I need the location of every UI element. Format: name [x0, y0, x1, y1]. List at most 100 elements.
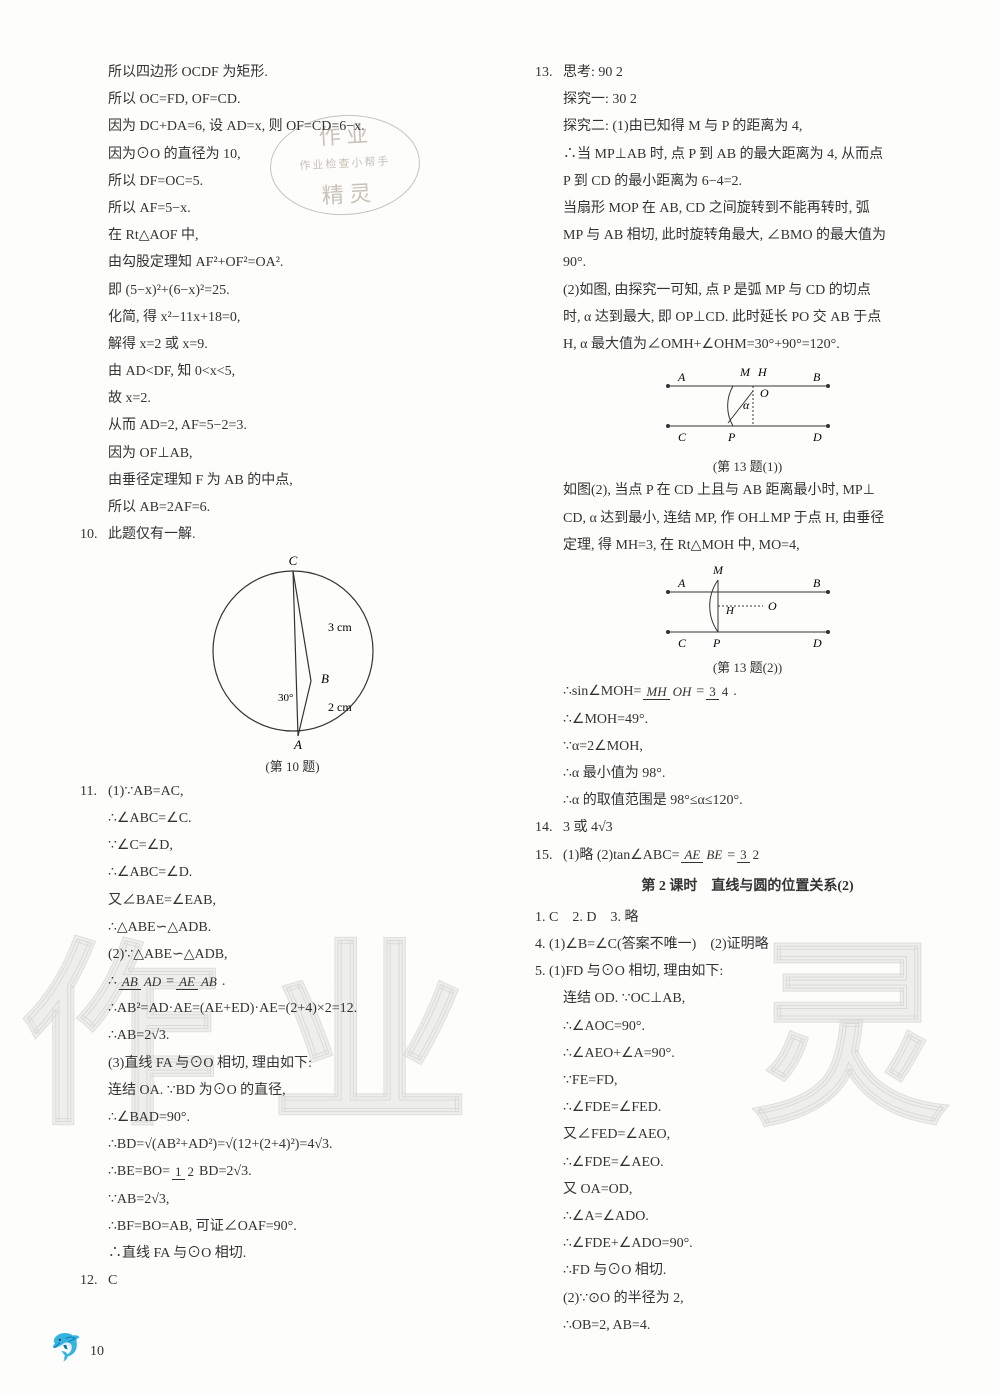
- text-line: ∴∠ABC=∠D.: [80, 860, 505, 885]
- text-line: (2)如图, 由探究一可知, 点 P 是弧 MP 与 CD 的切点: [535, 278, 960, 303]
- figure-13-2-caption: (第 13 题(2)): [535, 656, 960, 679]
- text-line: ∴BE=BO=12BD=2√3.: [80, 1159, 505, 1184]
- text-line: 如图(2), 当点 P 在 CD 上且与 AB 距离最小时, MP⊥: [535, 478, 960, 503]
- text-line: ∴∠FDE=∠AEO.: [535, 1150, 960, 1175]
- figure-10-circle: C B A 3 cm 2 cm 30°: [193, 551, 393, 751]
- text-line: (3)直线 FA 与⊙O 相切, 理由如下:: [80, 1051, 505, 1076]
- text-line: 由勾股定理知 AF²+OF²=OA².: [80, 250, 505, 275]
- svg-text:A: A: [293, 737, 302, 751]
- svg-text:α: α: [743, 398, 750, 412]
- figure-10-caption: (第 10 题): [80, 755, 505, 778]
- text-line: 故 x=2.: [80, 386, 505, 411]
- svg-text:30°: 30°: [278, 692, 293, 704]
- text-line: ∴BF=BO=AB, 可证∠OAF=90°.: [80, 1214, 505, 1239]
- svg-text:H: H: [757, 365, 768, 379]
- svg-text:B: B: [813, 576, 821, 590]
- text-line: ∴ABAD=AEAB.: [80, 969, 505, 994]
- problem-15: 15. (1)略 (2)tan∠ABC=AEBE=32: [535, 843, 960, 868]
- text-line: 1. C 2. D 3. 略: [535, 905, 960, 930]
- svg-text:D: D: [812, 636, 822, 650]
- svg-text:O: O: [760, 386, 769, 400]
- problem-11: 11. (1)∵AB=AC,: [80, 779, 505, 804]
- svg-text:P: P: [712, 636, 721, 650]
- text: 思考: 90 2: [563, 60, 623, 85]
- text-line: (2)∵⊙O 的半径为 2,: [535, 1286, 960, 1311]
- text: 此题仅有一解.: [108, 522, 196, 547]
- svg-text:M: M: [739, 365, 751, 379]
- text-line: 所以 OC=FD, OF=CD.: [80, 87, 505, 112]
- text-line: ∴FD 与⊙O 相切.: [535, 1258, 960, 1283]
- text-line: ∴∠ABC=∠C.: [80, 806, 505, 831]
- text-line: 又∠FED=∠AEO,: [535, 1122, 960, 1147]
- svg-text:O: O: [768, 599, 777, 613]
- text-line: 由垂径定理知 F 为 AB 的中点,: [80, 468, 505, 493]
- dolphin-icon: 🐬: [50, 1325, 82, 1372]
- text-line: ∵α=2∠MOH,: [535, 734, 960, 759]
- problem-10: 10. 此题仅有一解.: [80, 522, 505, 547]
- svg-text:B: B: [813, 370, 821, 384]
- text-line: ∵AB=2√3,: [80, 1187, 505, 1212]
- svg-text:C: C: [678, 430, 687, 444]
- text: (1)∵AB=AC,: [108, 779, 184, 804]
- figure-13-2: A B C D M H O P: [648, 562, 848, 652]
- text-line: ∴∠FDE=∠FED.: [535, 1095, 960, 1120]
- svg-text:H: H: [725, 605, 735, 617]
- text-line: 5. (1)FD 与⊙O 相切, 理由如下:: [535, 959, 960, 984]
- text-line: 又∠BAE=∠EAB,: [80, 888, 505, 913]
- svg-text:2 cm: 2 cm: [328, 700, 352, 714]
- svg-text:B: B: [321, 671, 329, 686]
- text-line: 所以四边形 OCDF 为矩形.: [80, 60, 505, 85]
- problem-14: 14. 3 或 4√3: [535, 815, 960, 840]
- page-content: 所以四边形 OCDF 为矩形. 所以 OC=FD, OF=CD. 因为 DC+D…: [0, 0, 1000, 1380]
- text-line: 因为 DC+DA=6, 设 AD=x, 则 OF=CD=6−x.: [80, 114, 505, 139]
- text: (1)略 (2)tan∠ABC=AEBE=32: [563, 843, 764, 868]
- text-line: 化简, 得 x²−11x+18=0,: [80, 305, 505, 330]
- problem-13: 13. 思考: 90 2: [535, 60, 960, 85]
- text-line: 探究一: 30 2: [535, 87, 960, 112]
- text-line: ∴∠AOC=90°.: [535, 1014, 960, 1039]
- svg-text:A: A: [677, 370, 686, 384]
- text-line: 因为⊙O 的直径为 10,: [80, 142, 505, 167]
- text-line: P 到 CD 的最小距离为 6−4=2.: [535, 169, 960, 194]
- text-line: 当扇形 MOP 在 AB, CD 之间旋转到不能再转时, 弧: [535, 196, 960, 221]
- text-line: ∴∠FDE+∠ADO=90°.: [535, 1231, 960, 1256]
- text-line: 时, α 达到最大, 即 OP⊥CD. 此时延长 PO 交 AB 于点: [535, 305, 960, 330]
- svg-text:P: P: [727, 430, 736, 444]
- text-line: 从而 AD=2, AF=5−2=3.: [80, 413, 505, 438]
- left-column: 所以四边形 OCDF 为矩形. 所以 OC=FD, OF=CD. 因为 DC+D…: [80, 60, 505, 1340]
- text-line: ∴直线 FA 与⊙O 相切.: [80, 1241, 505, 1266]
- section-title: 第 2 课时 直线与圆的位置关系(2): [535, 874, 960, 899]
- text-line: 探究二: (1)由已知得 M 与 P 的距离为 4,: [535, 114, 960, 139]
- text-line: MP 与 AB 相切, 此时旋转角最大, ∠BMO 的最大值为: [535, 223, 960, 248]
- text-line: (2)∵△ABE∽△ADB,: [80, 942, 505, 967]
- text-line: ∴∠MOH=49°.: [535, 707, 960, 732]
- text: C: [108, 1268, 117, 1293]
- text-line: 定理, 得 MH=3, 在 Rt△MOH 中, MO=4,: [535, 533, 960, 558]
- text-line: H, α 最大值为∠OMH+∠OHM=30°+90°=120°.: [535, 332, 960, 357]
- figure-13-1: A B C D M H O α P: [648, 361, 848, 451]
- text-line: ∴BD=√(AB²+AD²)=√(12+(2+4)²)=4√3.: [80, 1132, 505, 1157]
- text-line: ∴AB=2√3.: [80, 1023, 505, 1048]
- text-line: 连结 OD. ∵OC⊥AB,: [535, 986, 960, 1011]
- text-line: 在 Rt△AOF 中,: [80, 223, 505, 248]
- text-line: ∴当 MP⊥AB 时, 点 P 到 AB 的最大距离为 4, 从而点: [535, 142, 960, 167]
- page-number: 10: [90, 1339, 104, 1364]
- text-line: 4. (1)∠B=∠C(答案不唯一) (2)证明略: [535, 932, 960, 957]
- text-line: ∴△ABE∽△ADB.: [80, 915, 505, 940]
- text-line: CD, α 达到最小, 连结 MP, 作 OH⊥MP 于点 H, 由垂径: [535, 506, 960, 531]
- text-line: 又 OA=OD,: [535, 1177, 960, 1202]
- text-line: 即 (5−x)²+(6−x)²=25.: [80, 278, 505, 303]
- text-line: ∴sin∠MOH=MHOH=34.: [535, 679, 960, 704]
- text-line: ∴∠A=∠ADO.: [535, 1204, 960, 1229]
- text-line: ∴α 最小值为 98°.: [535, 761, 960, 786]
- figure-13-1-caption: (第 13 题(1)): [535, 455, 960, 478]
- text-line: ∵∠C=∠D,: [80, 833, 505, 858]
- text: 3 或 4√3: [563, 815, 613, 840]
- text-line: ∴∠BAD=90°.: [80, 1105, 505, 1130]
- text-line: 所以 AF=5−x.: [80, 196, 505, 221]
- text-line: ∴AB²=AD·AE=(AE+ED)·AE=(2+4)×2=12.: [80, 996, 505, 1021]
- svg-text:3 cm: 3 cm: [328, 620, 352, 634]
- text-line: 连结 OA. ∵BD 为⊙O 的直径,: [80, 1078, 505, 1103]
- text-line: 所以 AB=2AF=6.: [80, 495, 505, 520]
- text-line: ∴OB=2, AB=4.: [535, 1313, 960, 1338]
